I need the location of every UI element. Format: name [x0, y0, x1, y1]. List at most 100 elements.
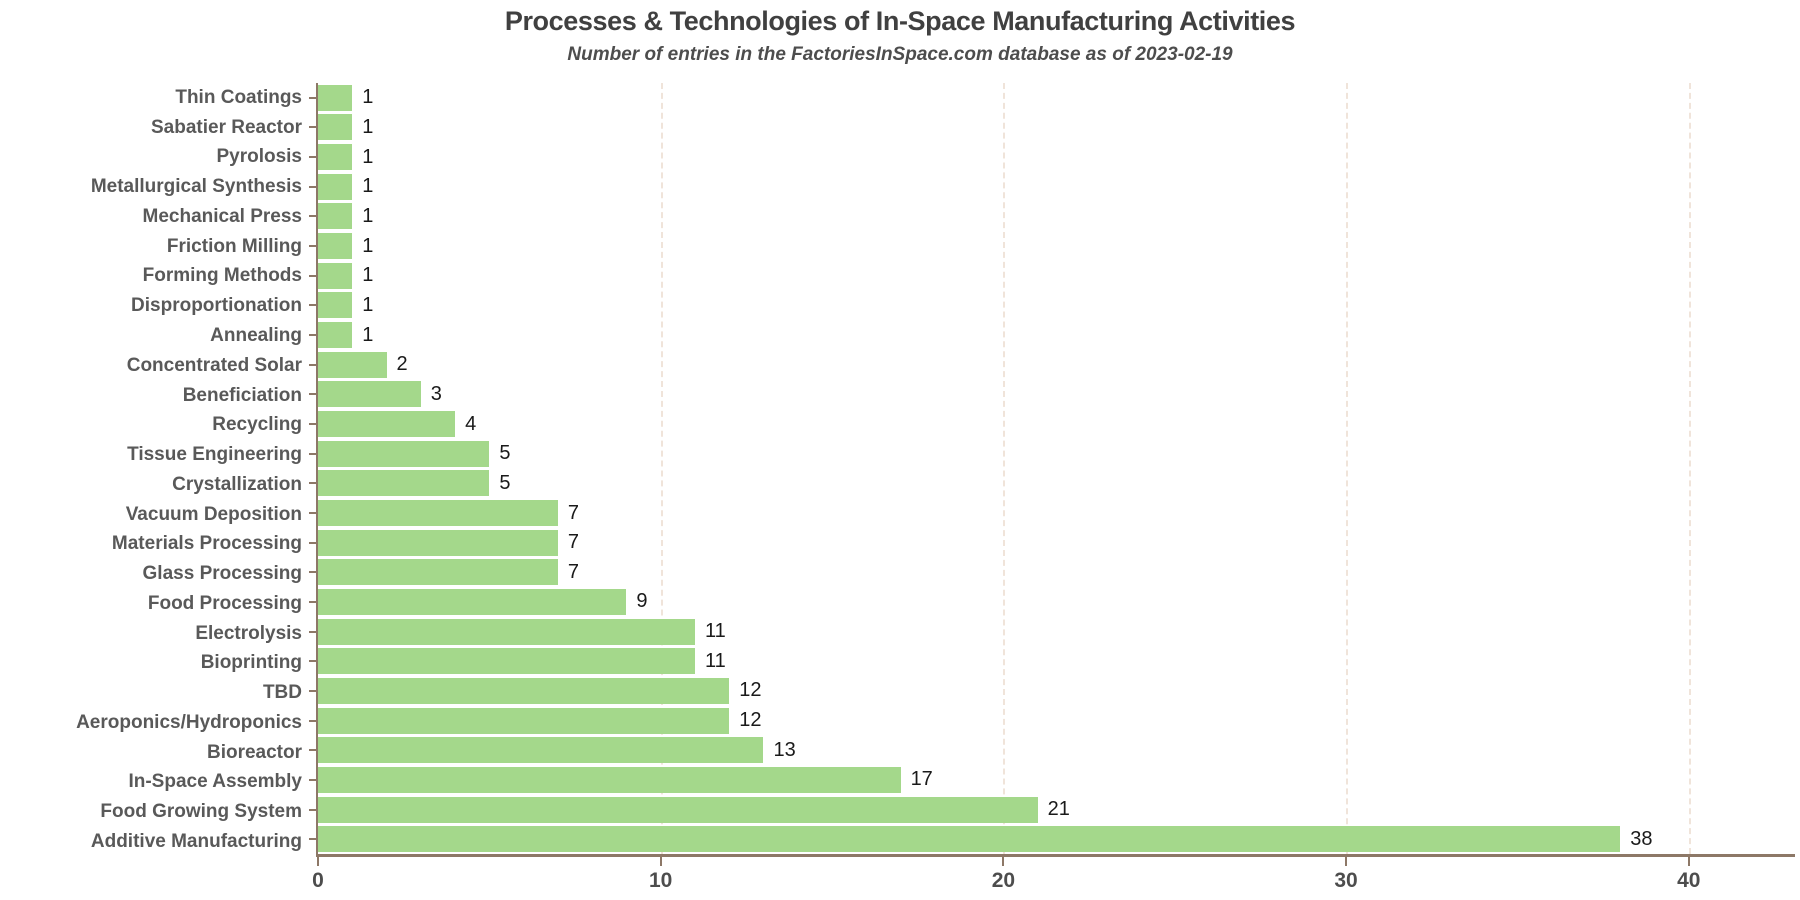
category-label: Metallurgical Synthesis: [90, 176, 302, 198]
bar-row: 7: [309, 558, 1795, 588]
category-label: Crystallization: [172, 473, 302, 495]
bar: [318, 559, 558, 586]
bar: [318, 826, 1621, 853]
bar-row: 1: [309, 83, 1795, 113]
plot-panel: 1 1 1 1 1 1 1 1 1 2 3 4 5 5 7 7 7 9 11 11 12 12 13 17 21 38 0 10 20…: [309, 83, 1795, 892]
y-axis-tick: [309, 185, 316, 188]
bar-value-label: 17: [910, 768, 933, 791]
bar: [318, 588, 627, 615]
bar-value-label: 1: [362, 115, 374, 138]
category-label: Pyrolosis: [216, 146, 302, 168]
bar-row: 4: [309, 409, 1795, 439]
category-label: Friction Milling: [166, 235, 302, 257]
bar-row: 1: [309, 113, 1795, 143]
bar-value-label: 1: [362, 323, 374, 346]
x-axis-tick: [1345, 857, 1348, 866]
bar-row: 13: [309, 735, 1795, 765]
category-label: Vacuum Deposition: [125, 503, 302, 525]
bar: [318, 707, 730, 734]
gridline-x-40: [1688, 83, 1691, 854]
category-label: Food Processing: [147, 592, 302, 614]
bar-value-label: 7: [567, 501, 579, 524]
bar-row: 17: [309, 765, 1795, 795]
y-axis-tick: [309, 156, 316, 159]
bar-row: 7: [309, 498, 1795, 528]
bar-row: 1: [309, 202, 1795, 232]
bar-value-label: 1: [362, 86, 374, 109]
category-label: Materials Processing: [111, 533, 302, 555]
category-label: Thin Coatings: [175, 86, 302, 108]
y-axis-tick: [309, 749, 316, 752]
y-axis-tick: [309, 660, 316, 663]
x-axis-tick-label: 40: [1677, 869, 1701, 892]
x-axis-tick: [1002, 857, 1005, 866]
bar: [318, 322, 353, 349]
bar: [318, 262, 353, 289]
y-axis-tick: [309, 600, 316, 603]
bar-row: 12: [309, 706, 1795, 736]
bar: [318, 766, 901, 793]
chart-title: Processes & Technologies of In-Space Man…: [504, 6, 1296, 36]
bar-value-label: 13: [773, 738, 796, 761]
y-axis-tick: [309, 630, 316, 633]
bar-row: 1: [309, 142, 1795, 172]
y-axis-tick: [309, 719, 316, 722]
bar: [318, 470, 490, 497]
bar: [318, 618, 695, 645]
bar-row: 11: [309, 617, 1795, 647]
bar-row: 2: [309, 350, 1795, 380]
y-axis-tick: [309, 482, 316, 485]
bar: [318, 737, 764, 764]
bar-row: 21: [309, 795, 1795, 825]
category-label: TBD: [262, 682, 302, 704]
x-axis-tick: [317, 857, 319, 866]
bar: [318, 114, 353, 141]
bar-row: 5: [309, 439, 1795, 469]
y-axis-tick: [309, 423, 316, 426]
bar-value-label: 11: [704, 649, 726, 672]
bar-value-label: 3: [430, 382, 442, 405]
category-label: Bioreactor: [206, 741, 302, 763]
y-axis-tick: [309, 541, 316, 544]
bar-row: 1: [309, 261, 1795, 291]
category-label: Concentrated Solar: [126, 354, 302, 376]
bar-row: 12: [309, 676, 1795, 706]
bar-value-label: 12: [739, 709, 762, 732]
bar-value-label: 1: [362, 264, 374, 287]
y-axis-tick: [309, 363, 316, 366]
x-axis-tick-label: 20: [991, 869, 1016, 892]
bar: [318, 648, 695, 675]
bar-row: 7: [309, 528, 1795, 558]
bar: [318, 351, 387, 378]
gridline-x-30: [1346, 83, 1349, 854]
bar-row: 5: [309, 469, 1795, 499]
bar-value-label: 38: [1630, 827, 1653, 850]
bar-value-label: 7: [567, 531, 579, 554]
category-label: Tissue Engineering: [127, 444, 302, 466]
bar: [318, 203, 353, 230]
bar: [318, 411, 456, 438]
bar-value-label: 5: [499, 442, 511, 465]
bar-rows: 1 1 1 1 1 1 1 1 1 2 3 4 5 5 7 7 7 9 11 11 12 12 13 17 21 38: [309, 83, 1795, 854]
chart-subtitle: Number of entries in the FactoriesInSpac…: [567, 44, 1233, 65]
bar: [318, 381, 421, 408]
y-axis-tick: [309, 126, 316, 129]
y-axis-tick: [309, 334, 316, 337]
category-label: Disproportionation: [131, 295, 302, 317]
bar-value-label: 4: [465, 412, 477, 435]
bar-value-label: 11: [704, 620, 726, 643]
x-axis-tick: [659, 857, 662, 866]
category-label: Food Growing System: [100, 801, 302, 823]
category-label: Beneficiation: [182, 384, 302, 406]
category-label: Electrolysis: [195, 622, 302, 644]
category-label: Bioprinting: [200, 652, 302, 674]
bar-value-label: 9: [636, 590, 648, 613]
gridline-x-10: [660, 83, 663, 854]
bar-value-label: 5: [499, 471, 511, 494]
bar: [318, 500, 558, 527]
category-label: Forming Methods: [142, 265, 302, 287]
bar-value-label: 1: [362, 145, 374, 168]
bar-value-label: 2: [396, 353, 408, 376]
bar: [318, 440, 490, 467]
y-axis-tick: [309, 571, 316, 574]
